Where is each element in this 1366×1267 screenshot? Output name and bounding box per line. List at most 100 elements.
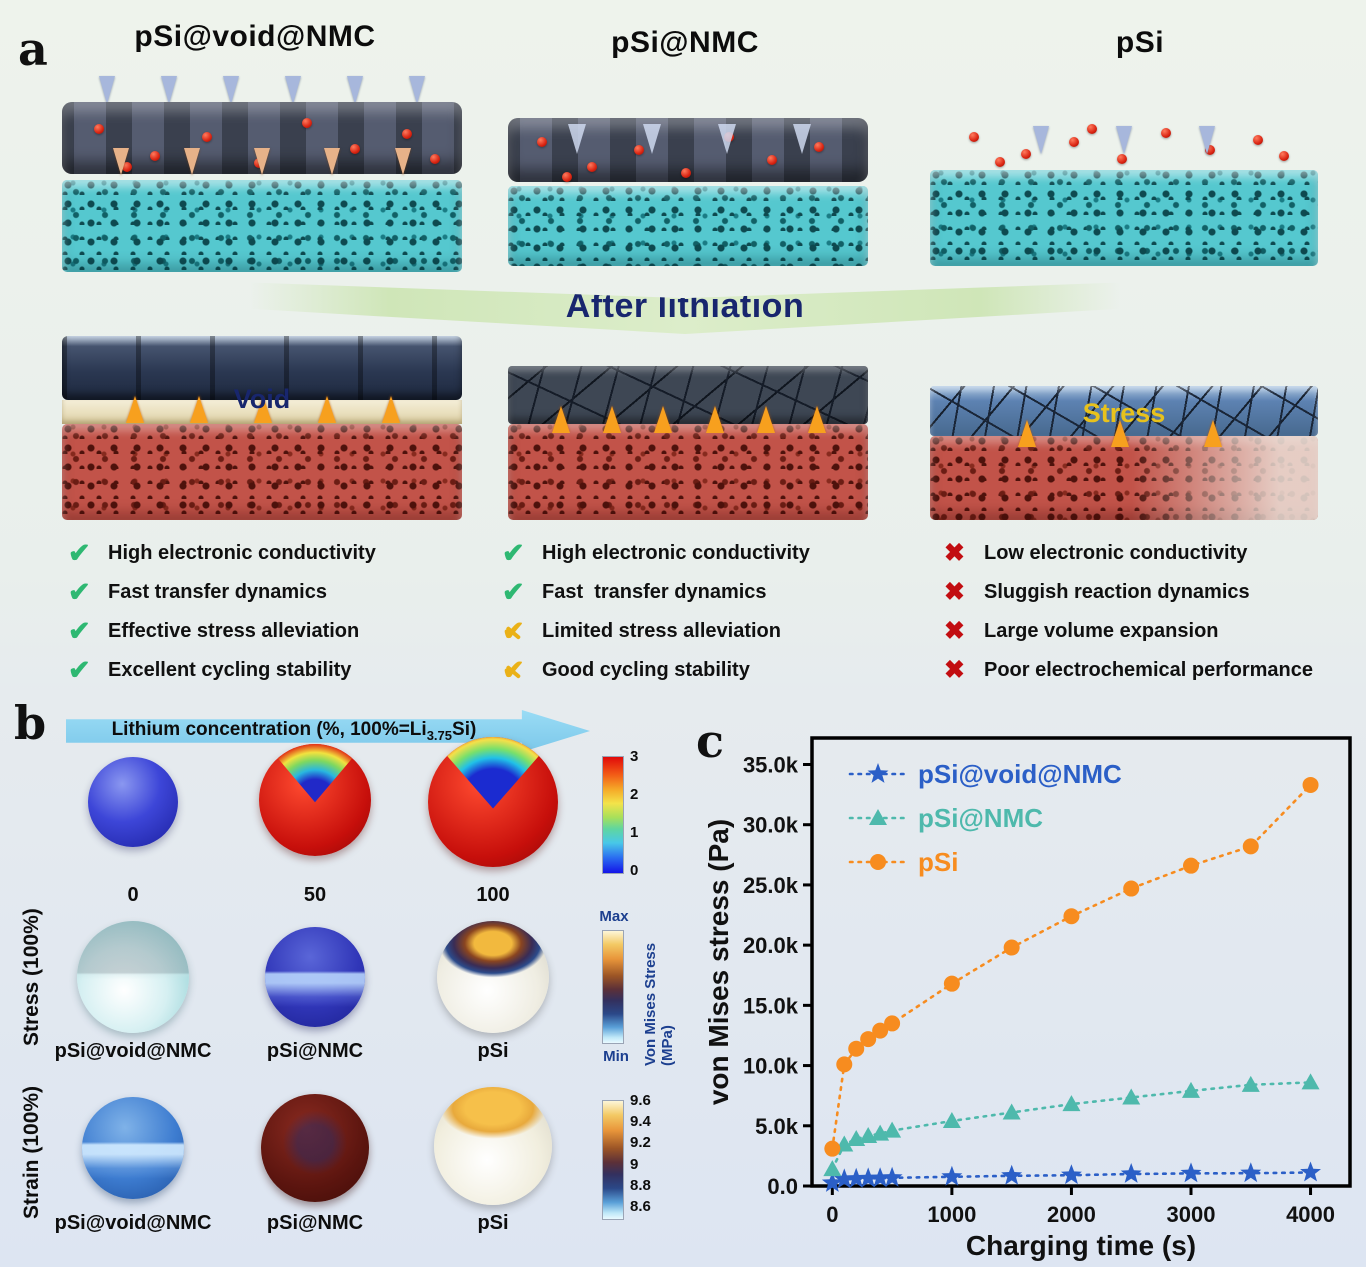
- illustration-after-psi-nmc: [508, 366, 868, 520]
- lithium-ion-dot: [150, 150, 160, 161]
- colorbar-min-label: Min: [603, 1048, 629, 1065]
- check-icon: ✔: [502, 537, 525, 568]
- up-arrow-icon: [551, 406, 570, 433]
- svg-text:35.0k: 35.0k: [743, 752, 799, 777]
- svg-text:1000: 1000: [927, 1202, 976, 1227]
- sphere-strain-psi: [434, 1087, 552, 1205]
- down-arrow-icon: [394, 148, 411, 175]
- stress-up-arrows: [980, 420, 1258, 452]
- cons-list-psi: ✖ Low electronic conductivity ✖ Sluggish r…: [944, 540, 1313, 696]
- lithium-flux-down-arrows: [538, 124, 838, 156]
- sphere-stress-psi: [437, 921, 549, 1033]
- cross-icon: ✖: [944, 616, 965, 645]
- cracked-nmc-slab: [508, 366, 868, 424]
- check-icon: ✔: [502, 576, 525, 607]
- sphere-stress-psi-void-nmc: [77, 921, 189, 1033]
- stress-release-up-arrows: [102, 396, 422, 430]
- up-arrow-icon: [705, 406, 724, 433]
- list-item: ✔ High electronic conductivity: [68, 537, 376, 568]
- lithium-ion-dot: [680, 167, 691, 178]
- down-arrow-icon: [1198, 126, 1215, 154]
- von-mises-stress-chart: 0.0 5.0k 10.0k 15.0k 20.0k 25.0k 30.0k 35.0k 0 10…: [703, 736, 1352, 1261]
- list-item: ✖ Poor electrochemical performance: [944, 655, 1314, 684]
- sphere-concentration-50: [259, 744, 371, 856]
- up-arrow-icon: [603, 406, 621, 433]
- illustration-after-psi-void-nmc: Void: [62, 336, 462, 520]
- void-label: Void: [233, 384, 291, 414]
- down-arrow-icon: [409, 76, 425, 104]
- down-arrow-icon: [1033, 126, 1050, 154]
- up-arrow-icon: [757, 406, 775, 433]
- lithium-flux-down-arrows: [76, 76, 448, 106]
- colorbar-tick: 9.4: [630, 1113, 651, 1130]
- up-arrow-icon: [1203, 420, 1222, 447]
- sphere-label-0: 0: [127, 884, 139, 906]
- list-item: ✔ Limited stress alleviation: [502, 615, 781, 646]
- up-arrow-icon: [1111, 420, 1129, 447]
- strain-colorbar: [602, 1100, 624, 1220]
- up-arrow-icon: [254, 396, 272, 423]
- lithium-ion-dot: [1252, 135, 1263, 146]
- down-arrow-icon: [113, 148, 130, 175]
- down-arrow-icon: [717, 124, 736, 154]
- stress-label: Stress: [1082, 398, 1166, 428]
- colorbar-tick: 0: [630, 862, 639, 879]
- down-arrow-icon: [98, 76, 115, 104]
- lithium-ion-dot: [587, 161, 598, 172]
- lithium-ion-dot: [814, 142, 824, 153]
- down-arrow-icon: [223, 76, 239, 104]
- check-icon: ✔: [68, 537, 91, 568]
- concentration-colorbar: [602, 756, 624, 874]
- list-item: ✖ Low electronic conductivity: [944, 538, 1248, 567]
- panel-c-letter: c: [696, 714, 725, 768]
- cross-icon: ✖: [944, 538, 965, 567]
- svg-text:25.0k: 25.0k: [743, 873, 799, 898]
- svg-text:pSi@NMC: pSi@NMC: [918, 803, 1043, 833]
- strain-row-label: Strain (100%): [20, 1085, 43, 1219]
- down-arrow-icon: [284, 76, 301, 104]
- stress-up-arrows: [534, 406, 842, 438]
- lithium-ion-dot: [94, 123, 104, 134]
- colorbar-tick: 8.8: [630, 1177, 651, 1194]
- colorbar-tick: 8.6: [630, 1198, 651, 1215]
- sphere-label: pSi: [477, 1212, 509, 1234]
- up-arrow-icon: [382, 396, 400, 423]
- list-item: ✔ Fast transfer dynamics: [68, 576, 327, 607]
- list-item: ✔ Good cycling stability: [502, 654, 750, 685]
- up-arrow-icon: [318, 396, 336, 423]
- svg-text:Charging time (s): Charging time (s): [966, 1230, 1196, 1261]
- lithium-ion-dot: [1020, 149, 1031, 160]
- list-item: ✔ Excellent cycling stability: [68, 654, 352, 685]
- sphere-label: pSi@void@NMC: [54, 1212, 212, 1234]
- illustration-before-psi: [930, 112, 1318, 268]
- lithium-concentration-label: Lithium concentration (%, 100%=Li3.75Si): [111, 719, 477, 743]
- up-arrow-icon: [808, 406, 827, 433]
- lithium-ion-dot: [402, 129, 412, 140]
- column-title-psi-nmc: pSi@NMC: [611, 26, 759, 59]
- limited-check-icon: ✔: [502, 656, 542, 684]
- von-mises-colorbar: [602, 930, 624, 1044]
- sphere-label-100: 100: [476, 884, 510, 906]
- lithium-ion-dot: [430, 153, 440, 164]
- pros-list-psi-void-nmc: ✔ High electronic conductivity ✔ Fast tran…: [68, 537, 376, 696]
- lithium-ion-dot: [1116, 153, 1127, 164]
- sphere-concentration-0: [88, 757, 178, 847]
- colorbar-tick: 9.2: [630, 1134, 651, 1151]
- colorbar-tick: 2: [630, 786, 639, 803]
- sphere-label: pSi: [477, 1040, 509, 1062]
- limited-check-icon: ✔: [502, 617, 542, 645]
- svg-text:4000: 4000: [1286, 1202, 1335, 1227]
- sphere-stress-psi-nmc: [265, 927, 365, 1027]
- svg-text:10.0k: 10.0k: [743, 1054, 799, 1079]
- colorbar-tick: 3: [630, 748, 639, 765]
- nmc-shell-slab: [62, 336, 462, 400]
- svg-text:pSi: pSi: [918, 847, 958, 877]
- lithium-ion-dot: [562, 171, 572, 182]
- colorbar-max-label: Max: [599, 908, 629, 925]
- illustration-before-psi-nmc: [508, 104, 868, 266]
- down-arrow-icon: [183, 148, 200, 175]
- cross-icon: ✖: [944, 655, 965, 684]
- lithium-ion-dot: [536, 137, 547, 148]
- svg-text:20.0k: 20.0k: [743, 933, 799, 958]
- illustration-before-psi-void-nmc: [62, 76, 462, 272]
